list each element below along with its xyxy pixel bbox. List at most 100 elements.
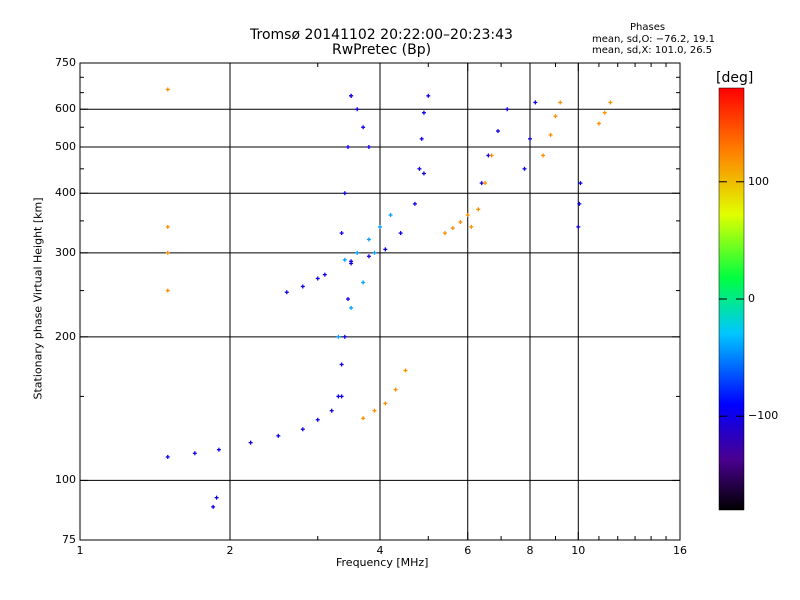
data-point xyxy=(165,87,170,92)
data-point xyxy=(426,93,431,98)
data-point xyxy=(300,427,305,432)
data-point xyxy=(329,408,334,413)
y-tick-label: 300 xyxy=(55,245,76,259)
data-point xyxy=(403,368,408,373)
data-point xyxy=(442,231,447,236)
data-point xyxy=(372,408,377,413)
data-point xyxy=(336,334,341,339)
data-point xyxy=(342,257,347,262)
y-tick-label: 750 xyxy=(55,56,76,69)
data-point xyxy=(476,207,481,212)
data-point xyxy=(383,401,388,406)
y-tick-label: 600 xyxy=(55,102,76,116)
data-point xyxy=(489,153,494,158)
chart-subtitle: RwPretec (Bp) xyxy=(332,42,432,58)
data-point xyxy=(248,440,253,445)
data-point xyxy=(300,284,305,289)
data-point xyxy=(398,231,403,236)
data-point xyxy=(339,362,344,367)
data-point xyxy=(372,250,377,255)
data-point xyxy=(349,93,354,98)
y-tick-label: 200 xyxy=(55,329,76,343)
phase-info-x: mean, sd,X: 101.0, 26.5 xyxy=(592,45,713,56)
data-point xyxy=(361,280,366,285)
y-axis-label: Stationary phase Virtual Height [km] xyxy=(31,197,45,400)
data-point xyxy=(533,100,538,105)
x-tick-label: 6 xyxy=(464,544,472,557)
data-point xyxy=(495,129,500,134)
data-point xyxy=(339,231,344,236)
data-point xyxy=(602,110,607,115)
data-point xyxy=(608,100,613,105)
data-point xyxy=(366,237,371,242)
data-point xyxy=(361,125,366,130)
data-point xyxy=(342,191,347,196)
data-point xyxy=(366,254,371,259)
data-point xyxy=(528,136,532,141)
x-axis-label: Frequency [MHz] xyxy=(336,556,429,569)
colorbar-tick-label: 100 xyxy=(748,174,769,188)
data-point xyxy=(578,181,583,186)
data-point xyxy=(216,447,221,452)
data-point xyxy=(355,107,360,112)
y-tick-label: 500 xyxy=(55,139,76,153)
data-point xyxy=(576,224,581,229)
data-point xyxy=(522,166,527,171)
data-point xyxy=(479,181,484,186)
y-tick-label: 100 xyxy=(55,473,76,487)
data-point xyxy=(349,259,354,264)
data-point xyxy=(421,171,426,176)
data-point xyxy=(276,433,281,438)
data-point xyxy=(548,132,553,137)
data-point xyxy=(553,114,558,119)
data-point xyxy=(322,272,327,277)
chart-title: Tromsø 20141102 20:22:00–20:23:43 xyxy=(250,27,513,43)
y-tick-label: 400 xyxy=(55,186,76,200)
data-point xyxy=(165,288,170,293)
data-point xyxy=(211,504,216,509)
data-point xyxy=(165,454,170,459)
data-point xyxy=(315,417,320,422)
phase-info-title: Phases xyxy=(630,22,666,33)
y-tick-label: 75 xyxy=(62,533,76,546)
data-point xyxy=(596,121,601,126)
x-tick-label: 1 xyxy=(76,544,84,557)
data-point xyxy=(192,451,197,456)
colorbar-label: [deg] xyxy=(716,70,754,86)
data-point xyxy=(421,110,426,115)
x-tick-label: 2 xyxy=(226,544,234,557)
data-point xyxy=(214,495,219,500)
data-point xyxy=(393,387,398,392)
data-point xyxy=(378,224,382,229)
data-point xyxy=(284,290,289,295)
data-point xyxy=(558,100,563,105)
data-point xyxy=(315,276,320,281)
data-point xyxy=(345,297,350,302)
data-point xyxy=(355,250,360,255)
data-point xyxy=(342,334,347,339)
data-point xyxy=(450,226,455,231)
data-point xyxy=(419,136,424,141)
data-point xyxy=(165,224,170,229)
colorbar-tick-label: 0 xyxy=(748,292,755,305)
data-point xyxy=(469,224,474,229)
data-point xyxy=(345,144,350,149)
data-point xyxy=(383,247,388,252)
data-point xyxy=(541,153,546,158)
data-point xyxy=(412,201,417,206)
data-point xyxy=(349,305,354,310)
x-tick-label: 4 xyxy=(376,544,384,557)
data-point xyxy=(388,213,393,218)
data-point xyxy=(458,220,463,225)
data-point xyxy=(505,107,510,112)
data-point xyxy=(336,394,341,399)
data-point xyxy=(483,181,488,186)
x-tick-label: 8 xyxy=(526,544,534,557)
data-point xyxy=(165,250,170,255)
data-point xyxy=(577,201,582,206)
colorbar-tick-label: −100 xyxy=(748,409,779,423)
data-point xyxy=(361,416,366,421)
phase-info-o: mean, sd,O: −76.2, 19.1 xyxy=(592,34,715,45)
data-point xyxy=(417,166,422,171)
data-point xyxy=(465,213,470,218)
